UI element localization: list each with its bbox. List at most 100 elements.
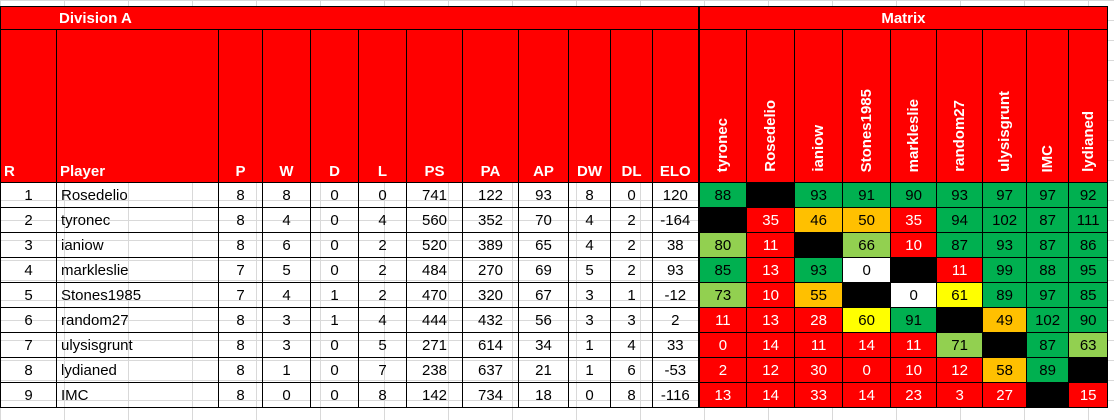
- cell-w: 1: [262, 357, 311, 383]
- matrix-header-stones1985: Stones1985: [842, 29, 892, 183]
- cell-pa: 614: [462, 332, 519, 358]
- cell-p: 8: [218, 357, 263, 383]
- table-row: 2 tyronec 8 4 0 4 560 352 70 4 2 -164 35 46 50 35 94 102 8…: [0, 207, 1109, 233]
- matrix-header-markleslie: markleslie: [890, 29, 938, 183]
- header-pa: PA: [462, 29, 519, 183]
- cell-r: 7: [0, 332, 57, 358]
- cell-w: 4: [262, 207, 311, 233]
- matrix-cell: 3: [936, 382, 984, 408]
- cell-dw: 1: [568, 332, 611, 358]
- cell-ap: 69: [518, 257, 569, 283]
- cell-l: 8: [358, 382, 407, 408]
- matrix-cell: 93: [982, 232, 1028, 258]
- cell-ps: 470: [406, 282, 463, 308]
- cell-pa: 389: [462, 232, 519, 258]
- matrix-header-ianiow: ianiow: [794, 29, 844, 183]
- cell-ap: 18: [518, 382, 569, 408]
- cell-dw: 5: [568, 257, 611, 283]
- cell-p: 8: [218, 307, 263, 333]
- matrix-cell: 0: [890, 282, 938, 308]
- matrix-cell: 91: [890, 307, 938, 333]
- table-row: 1 Rosedelio 8 8 0 0 741 122 93 8 0 120 88 93 91 90 93 97 9…: [0, 182, 1109, 208]
- table-row: 4 markleslie 7 5 0 2 484 270 69 5 2 93 85 13 93 0 11 99 88…: [0, 257, 1109, 283]
- cell-d: 0: [310, 257, 359, 283]
- cell-ps: 560: [406, 207, 463, 233]
- title-band: Division A Matrix: [0, 6, 1109, 30]
- matrix-cell: 85: [1068, 282, 1109, 308]
- cell-p: 7: [218, 257, 263, 283]
- matrix-cell: 14: [746, 332, 796, 358]
- matrix-header-label: ianiow: [810, 125, 828, 172]
- cell-r: 2: [0, 207, 57, 233]
- cell-elo: 93: [651, 257, 700, 283]
- matrix-header-label: markleslie: [905, 98, 923, 172]
- cell-r: 1: [0, 182, 57, 208]
- cell-w: 8: [262, 182, 311, 208]
- matrix-cell: 97: [1026, 282, 1070, 308]
- cell-ps: 142: [406, 382, 463, 408]
- matrix-header-label: lydianed: [1079, 111, 1097, 172]
- cell-ps: 741: [406, 182, 463, 208]
- matrix-cell: 71: [936, 332, 984, 358]
- matrix-cell: 12: [936, 357, 984, 383]
- cell-dl: 2: [610, 257, 653, 283]
- matrix-cell: 63: [1068, 332, 1109, 358]
- matrix-cell: 89: [1026, 357, 1070, 383]
- cell-ps: 238: [406, 357, 463, 383]
- matrix-header-imc: IMC: [1026, 29, 1070, 183]
- cell-p: 7: [218, 282, 263, 308]
- cell-dw: 0: [568, 382, 611, 408]
- table-body: 1 Rosedelio 8 8 0 0 741 122 93 8 0 120 88 93 91 90 93 97 9…: [0, 182, 1109, 408]
- matrix-cell: 11: [936, 257, 984, 283]
- header-elo: ELO: [651, 29, 700, 183]
- matrix-cell: 11: [794, 332, 844, 358]
- matrix-cell: [1068, 357, 1109, 383]
- cell-w: 5: [262, 257, 311, 283]
- header-r: R: [0, 29, 57, 183]
- matrix-cell: [982, 332, 1028, 358]
- cell-l: 2: [358, 282, 407, 308]
- matrix-cell: 11: [746, 232, 796, 258]
- cell-d: 1: [310, 307, 359, 333]
- cell-dl: 0: [610, 182, 653, 208]
- cell-d: 1: [310, 282, 359, 308]
- cell-r: 8: [0, 357, 57, 383]
- matrix-cell: 2: [697, 357, 748, 383]
- cell-ps: 520: [406, 232, 463, 258]
- cell-d: 0: [310, 357, 359, 383]
- cell-d: 0: [310, 232, 359, 258]
- cell-dw: 1: [568, 357, 611, 383]
- cell-player: tyronec: [56, 207, 219, 233]
- cell-dl: 4: [610, 332, 653, 358]
- cell-dw: 4: [568, 232, 611, 258]
- matrix-cell: 94: [936, 207, 984, 233]
- cell-dw: 8: [568, 182, 611, 208]
- cell-elo: 120: [651, 182, 700, 208]
- cell-ap: 67: [518, 282, 569, 308]
- matrix-cell: 90: [890, 182, 938, 208]
- matrix-cell: 61: [936, 282, 984, 308]
- cell-p: 8: [218, 207, 263, 233]
- matrix-cell: 30: [794, 357, 844, 383]
- matrix-cell: 95: [1068, 257, 1109, 283]
- division-title: Division A: [0, 6, 700, 30]
- cell-dw: 3: [568, 282, 611, 308]
- matrix-cell: 102: [1026, 307, 1070, 333]
- cell-p: 8: [218, 332, 263, 358]
- cell-r: 5: [0, 282, 57, 308]
- header-d: D: [310, 29, 359, 183]
- matrix-cell: 10: [890, 232, 938, 258]
- table-row: 9 IMC 8 0 0 8 142 734 18 0 8 -116 13 14 33 14 23 3 27 15: [0, 382, 1109, 408]
- matrix-cell: 50: [842, 207, 892, 233]
- matrix-cell: 93: [794, 257, 844, 283]
- cell-dw: 4: [568, 207, 611, 233]
- cell-ap: 65: [518, 232, 569, 258]
- division-table: Division A Matrix R Player P W D L PS PA AP DW DL E…: [0, 6, 1109, 408]
- header-w: W: [262, 29, 311, 183]
- cell-elo: -164: [651, 207, 700, 233]
- matrix-cell: 60: [842, 307, 892, 333]
- cell-p: 8: [218, 232, 263, 258]
- header-ps: PS: [406, 29, 463, 183]
- matrix-cell: 0: [697, 332, 748, 358]
- cell-dl: 1: [610, 282, 653, 308]
